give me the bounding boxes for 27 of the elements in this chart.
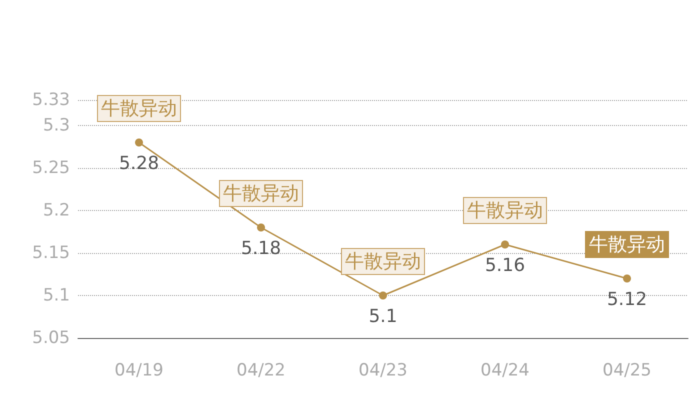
x-tick-label: 04/24 xyxy=(480,360,530,380)
x-tick-label: 04/22 xyxy=(236,360,286,380)
x-tick-label: 04/23 xyxy=(358,360,408,380)
data-label: 5.18 xyxy=(240,238,282,259)
annotation: 牛散异动 xyxy=(467,200,543,222)
y-tick-label: 5.25 xyxy=(32,158,70,178)
annotation: 牛散异动 xyxy=(101,98,177,120)
point xyxy=(501,240,509,248)
data-label: 5.16 xyxy=(484,255,526,276)
point xyxy=(379,292,387,300)
x-tick-label: 04/19 xyxy=(114,360,164,380)
y-tick-label: 5.3 xyxy=(42,116,70,136)
annotation: 牛散异动 xyxy=(345,250,421,272)
data-label: 5.1 xyxy=(368,306,398,327)
annotation: 牛散异动 xyxy=(589,234,665,256)
point xyxy=(135,138,143,146)
point xyxy=(623,274,631,282)
y-tick-label: 5.1 xyxy=(42,286,70,306)
data-label: 5.12 xyxy=(606,289,648,310)
y-tick-label: 5.33 xyxy=(32,90,70,110)
point xyxy=(257,224,265,232)
y-tick-label: 5.15 xyxy=(32,243,70,263)
data-label: 5.28 xyxy=(118,153,160,174)
annotation: 牛散异动 xyxy=(223,182,299,204)
y-tick-label: 5.2 xyxy=(42,200,70,220)
x-tick-label: 04/25 xyxy=(602,360,652,380)
y-tick-label: 5.05 xyxy=(32,328,70,348)
